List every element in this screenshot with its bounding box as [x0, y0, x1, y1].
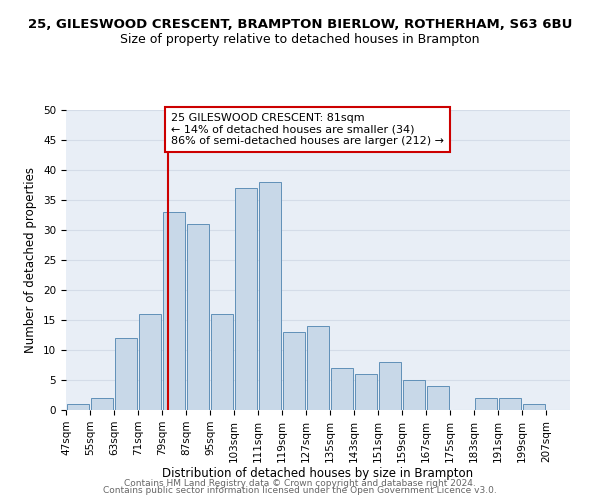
Text: 25, GILESWOOD CRESCENT, BRAMPTON BIERLOW, ROTHERHAM, S63 6BU: 25, GILESWOOD CRESCENT, BRAMPTON BIERLOW…: [28, 18, 572, 30]
Y-axis label: Number of detached properties: Number of detached properties: [25, 167, 37, 353]
Bar: [475, 398, 497, 410]
Bar: [235, 188, 257, 410]
Text: Contains public sector information licensed under the Open Government Licence v3: Contains public sector information licen…: [103, 486, 497, 495]
Bar: [163, 212, 185, 410]
Bar: [67, 404, 89, 410]
Bar: [139, 314, 161, 410]
Bar: [187, 224, 209, 410]
Bar: [259, 182, 281, 410]
Bar: [403, 380, 425, 410]
Bar: [91, 398, 113, 410]
Text: Size of property relative to detached houses in Brampton: Size of property relative to detached ho…: [120, 32, 480, 46]
Bar: [523, 404, 545, 410]
Bar: [283, 332, 305, 410]
Bar: [307, 326, 329, 410]
Bar: [355, 374, 377, 410]
Bar: [211, 314, 233, 410]
Bar: [499, 398, 521, 410]
Bar: [379, 362, 401, 410]
X-axis label: Distribution of detached houses by size in Brampton: Distribution of detached houses by size …: [163, 468, 473, 480]
Bar: [331, 368, 353, 410]
Text: 25 GILESWOOD CRESCENT: 81sqm
← 14% of detached houses are smaller (34)
86% of se: 25 GILESWOOD CRESCENT: 81sqm ← 14% of de…: [171, 113, 444, 146]
Bar: [115, 338, 137, 410]
Bar: [427, 386, 449, 410]
Text: Contains HM Land Registry data © Crown copyright and database right 2024.: Contains HM Land Registry data © Crown c…: [124, 478, 476, 488]
